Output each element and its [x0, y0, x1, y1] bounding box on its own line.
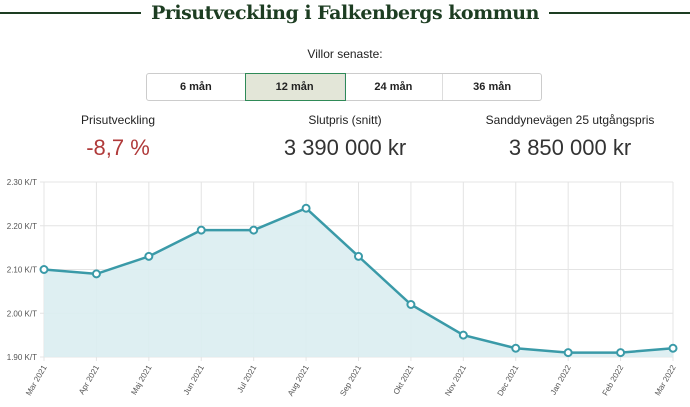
x-tick-label: Jul 2021 — [235, 363, 258, 394]
y-tick-label: 1.90 K/T — [7, 353, 37, 362]
stat-asking-price: Sanddynevägen 25 utgångspris 3 850 000 k… — [455, 113, 685, 161]
data-point — [511, 343, 521, 353]
data-point — [668, 343, 678, 353]
data-point — [616, 348, 626, 358]
x-tick-label: Mar 2021 — [24, 363, 49, 397]
divider — [0, 12, 142, 14]
x-tick-label: Mar 2022 — [653, 363, 678, 397]
x-tick-label: Nov 2021 — [443, 363, 468, 398]
area-fill — [44, 208, 673, 357]
x-tick-label: Okt 2021 — [392, 363, 416, 396]
data-point — [563, 348, 573, 358]
data-point — [144, 251, 154, 261]
x-tick-label: Feb 2022 — [601, 363, 626, 397]
period-label: Villor senaste: — [307, 47, 383, 61]
stat-label: Slutpris (snitt) — [308, 113, 382, 127]
period-tabs: 6 mån 12 mån 24 mån 36 mån — [146, 73, 542, 101]
stat-price-change: Prisutveckling -8,7 % — [3, 113, 233, 161]
x-tick-label: Jun 2021 — [182, 363, 207, 396]
stat-label: Prisutveckling — [80, 113, 156, 127]
y-tick-label: 2.30 K/T — [7, 178, 37, 187]
y-tick-label: 2.00 K/T — [7, 309, 37, 318]
data-point — [91, 269, 101, 279]
stat-value: 3 390 000 kr — [283, 135, 407, 160]
x-tick-label: Apr 2021 — [77, 363, 101, 396]
divider — [548, 12, 690, 14]
tab-12-months[interactable]: 12 mån — [244, 73, 346, 101]
title-row: Prisutveckling i Falkenbergs kommun — [0, 0, 690, 26]
data-point — [301, 203, 311, 213]
x-tick-label: Maj 2021 — [129, 363, 154, 396]
data-point — [354, 251, 363, 261]
tab-36-months[interactable]: 36 mån — [473, 81, 512, 93]
x-tick-label: Jan 2022 — [549, 363, 574, 396]
x-tick-label: Aug 2021 — [286, 363, 311, 398]
stat-value: 3 850 000 kr — [508, 135, 632, 160]
data-point — [406, 300, 416, 309]
price-chart: 1.90 K/T 2.00 K/T 2.10 K/T 2.20 K/T 2.30 K/T… — [7, 178, 678, 398]
stat-value: -8,7 % — [86, 135, 150, 160]
page-title: Prisutveckling i Falkenbergs kommun — [151, 2, 539, 24]
tab-24-months[interactable]: 24 mån — [345, 74, 444, 100]
data-point — [458, 330, 468, 340]
x-tick-label: Dec 2021 — [496, 363, 521, 398]
y-tick-label: 2.20 K/T — [7, 222, 37, 231]
tab-6-months[interactable]: 6 mån — [147, 74, 246, 100]
data-point — [196, 225, 206, 235]
data-point — [39, 265, 49, 274]
x-tick-label: Sep 2021 — [338, 363, 363, 398]
data-point — [249, 225, 259, 235]
y-tick-label: 2.10 K/T — [7, 266, 37, 275]
stat-label: Sanddynevägen 25 utgångspris — [485, 113, 655, 127]
stat-final-price: Slutpris (snitt) 3 390 000 kr — [230, 113, 460, 161]
